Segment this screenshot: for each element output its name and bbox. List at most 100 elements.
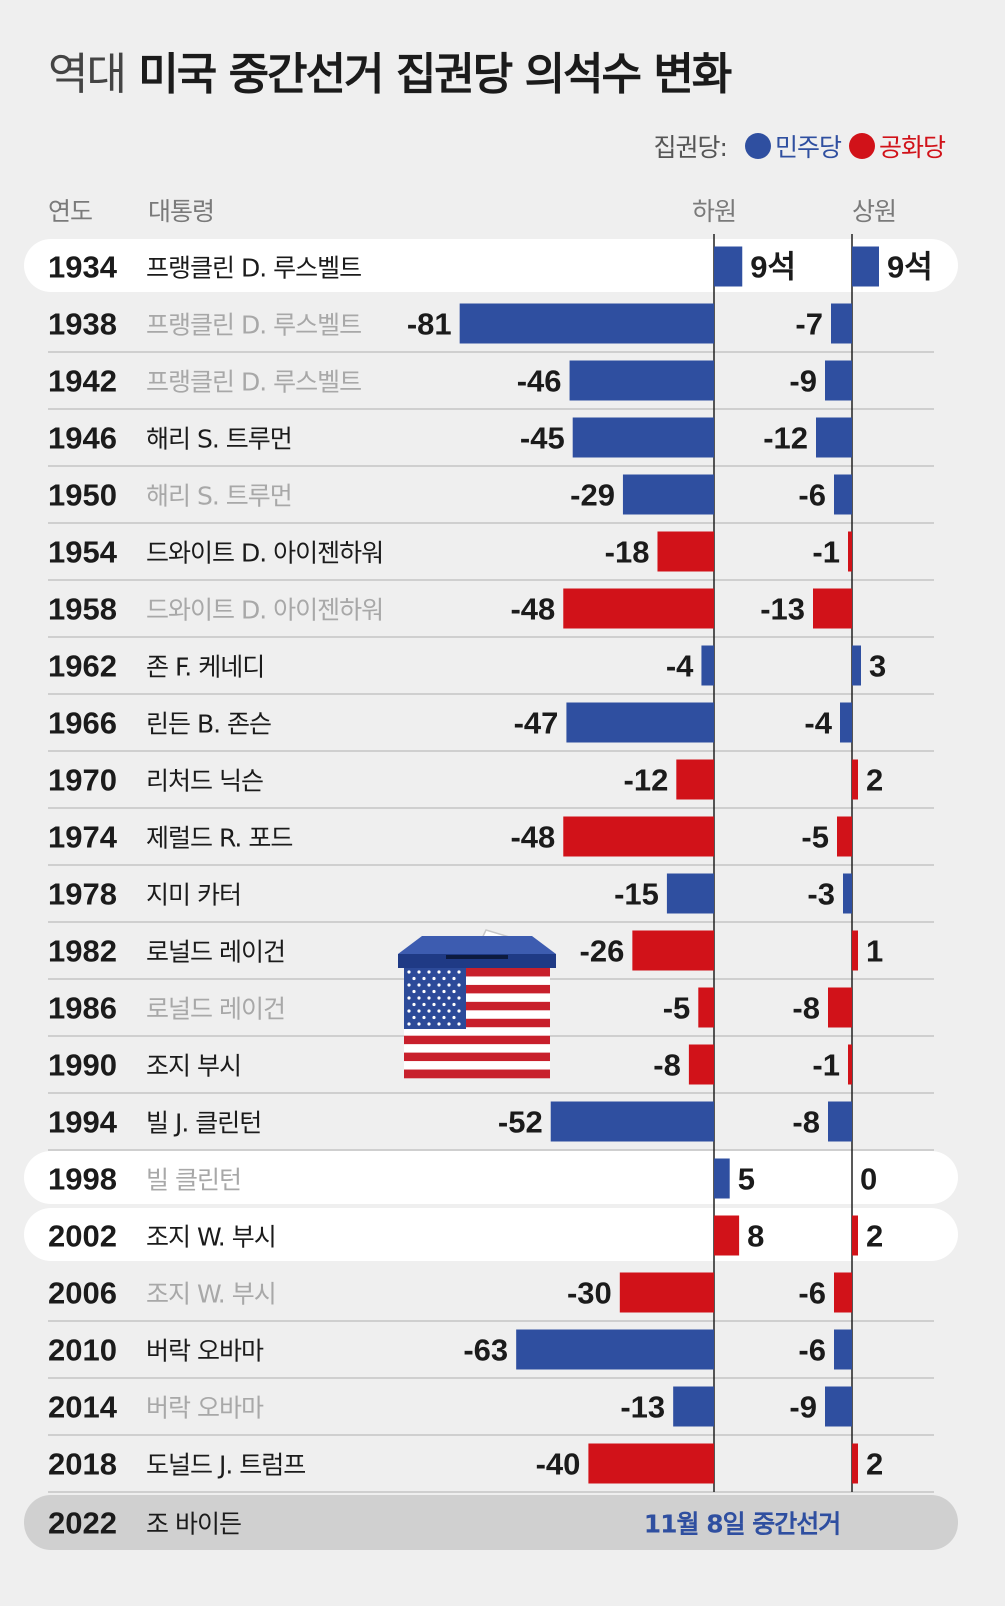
president-label: 해리 S. 트루먼 xyxy=(146,482,292,511)
year-label: 1950 xyxy=(48,478,117,513)
header-house: 하원 xyxy=(692,197,737,226)
house-value-label: -15 xyxy=(614,877,659,912)
legend-label: 집권당: xyxy=(653,133,728,162)
house-value-label: -8 xyxy=(653,1048,681,1083)
house-bar xyxy=(572,417,714,458)
house-bar xyxy=(550,1101,714,1142)
house-bar xyxy=(657,531,714,572)
senate-bar xyxy=(831,303,852,344)
senate-value-label: -3 xyxy=(807,877,835,912)
senate-value-label: 2 xyxy=(866,1219,883,1254)
header-senate: 상원 xyxy=(852,197,897,226)
legend-item-democrat: 민주당 xyxy=(744,128,842,164)
president-label: 제럴드 R. 포드 xyxy=(146,824,292,853)
legend-democrat-label: 민주당 xyxy=(774,133,842,162)
president-label: 프랭클린 D. 루스벨트 xyxy=(146,254,361,283)
year-label: 1954 xyxy=(48,535,118,570)
header-president: 대통령 xyxy=(148,197,215,226)
president-label: 빌 J. 클린턴 xyxy=(146,1109,261,1138)
senate-bar xyxy=(834,474,852,515)
senate-value-label: 9석 xyxy=(887,250,933,285)
president-label: 버락 오바마 xyxy=(146,1394,264,1423)
house-bar xyxy=(698,987,714,1028)
house-value-label: -12 xyxy=(624,763,669,798)
senate-bar xyxy=(813,588,852,629)
house-bar xyxy=(588,1443,714,1484)
house-value-label: -45 xyxy=(520,421,565,456)
blue-dot-icon xyxy=(744,133,771,159)
house-bar xyxy=(701,645,714,686)
year-label: 1934 xyxy=(48,250,118,285)
year-label: 1974 xyxy=(48,820,118,855)
house-value-label: 8 xyxy=(747,1219,764,1254)
senate-value-label: -12 xyxy=(763,421,808,456)
year-label: 2006 xyxy=(48,1276,117,1311)
senate-bar xyxy=(852,930,858,971)
senate-value-label: -1 xyxy=(812,535,840,570)
senate-bar xyxy=(840,702,852,743)
president-label: 존 F. 케네디 xyxy=(146,653,264,682)
senate-bar xyxy=(843,873,852,914)
year-label: 1978 xyxy=(48,877,117,912)
senate-value-label: -5 xyxy=(801,820,829,855)
year-label: 1994 xyxy=(48,1105,118,1140)
year-label: 1998 xyxy=(48,1162,117,1197)
senate-bar xyxy=(825,360,852,401)
house-bar xyxy=(516,1329,714,1370)
senate-bar xyxy=(848,1044,852,1085)
senate-bar xyxy=(852,1215,858,1256)
house-value-label: -48 xyxy=(510,592,555,627)
house-value-label: -47 xyxy=(514,706,559,741)
senate-value-label: 1 xyxy=(866,934,883,969)
house-value-label: 9석 xyxy=(750,250,796,285)
president-label: 조지 부시 xyxy=(146,1052,241,1081)
senate-bar xyxy=(852,645,861,686)
house-value-label: -13 xyxy=(620,1390,665,1425)
year-label: 1986 xyxy=(48,991,117,1026)
house-value-label: -63 xyxy=(463,1333,508,1368)
house-value-label: -4 xyxy=(666,649,694,684)
president-label: 조 바이든 xyxy=(146,1510,241,1539)
house-bar xyxy=(666,873,714,914)
house-bar xyxy=(622,474,714,515)
president-label: 빌 클린턴 xyxy=(146,1166,241,1195)
senate-value-label: 2 xyxy=(866,1447,883,1482)
president-label: 린든 B. 존슨 xyxy=(146,710,271,739)
senate-bar xyxy=(834,1272,852,1313)
legend-item-republican: 공화당 xyxy=(848,128,946,164)
senate-bar xyxy=(837,816,852,857)
house-value-label: -52 xyxy=(498,1105,543,1140)
house-bar xyxy=(619,1272,714,1313)
senate-value-label: -1 xyxy=(812,1048,840,1083)
senate-value-label: -7 xyxy=(795,307,823,342)
house-bar xyxy=(563,588,714,629)
year-label: 2018 xyxy=(48,1447,117,1482)
president-label: 버락 오바마 xyxy=(146,1337,264,1366)
senate-value-label: 2 xyxy=(866,763,883,798)
year-label: 2022 xyxy=(48,1506,117,1541)
senate-bar xyxy=(816,417,852,458)
senate-value-label: -6 xyxy=(798,1276,826,1311)
page-title: 역대 미국 중간선거 집권당 의석수 변화 xyxy=(48,38,732,102)
legend: 집권당: 민주당 공화당 xyxy=(653,128,946,164)
president-label: 리처드 닉슨 xyxy=(146,767,263,796)
year-label: 1990 xyxy=(48,1048,117,1083)
house-bar xyxy=(673,1386,714,1427)
senate-value-label: -8 xyxy=(792,991,820,1026)
header-year: 연도 xyxy=(48,197,93,226)
senate-bar xyxy=(852,1443,858,1484)
house-value-label: -30 xyxy=(567,1276,612,1311)
senate-bar xyxy=(828,1101,852,1142)
senate-value-label: -6 xyxy=(798,1333,826,1368)
house-bar xyxy=(714,1215,740,1256)
house-bar xyxy=(563,816,714,857)
house-bar xyxy=(676,759,714,800)
senate-value-label: -13 xyxy=(760,592,805,627)
year-label: 1982 xyxy=(48,934,117,969)
year-label: 2010 xyxy=(48,1333,117,1368)
senate-value-label: -6 xyxy=(798,478,826,513)
title-prefix: 역대 xyxy=(48,49,127,100)
year-label: 1938 xyxy=(48,307,117,342)
